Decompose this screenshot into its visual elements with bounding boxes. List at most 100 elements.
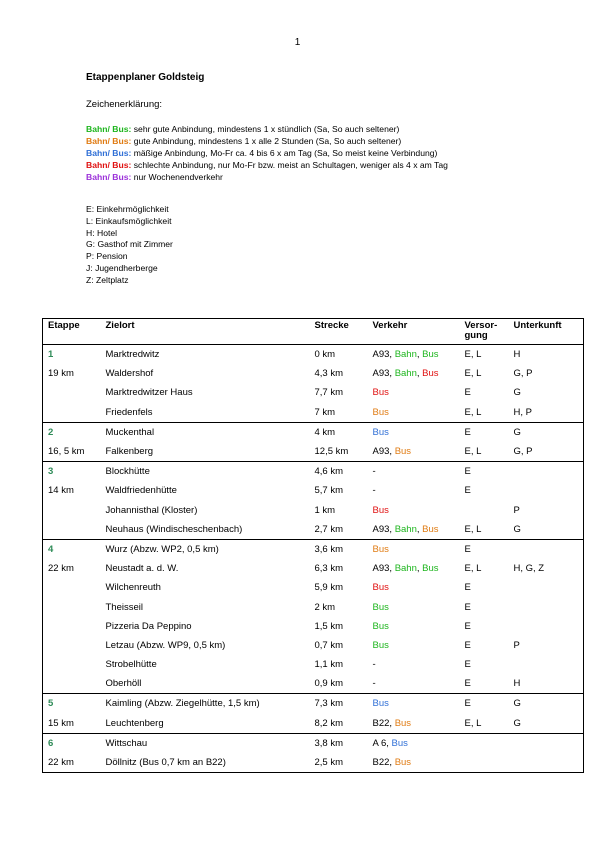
table-row: Johannisthal (Kloster) 1 km Bus P [43,501,584,520]
cell-verkehr: B22, Bus [368,753,460,773]
verkehr-segment: Bus [422,368,439,380]
cell-unterkunft: G [508,421,584,442]
cell-zielort: Marktredwitz [105,349,160,361]
verkehr-segment: , [416,349,423,361]
cell-etappe: 15 km [48,717,74,729]
cell-unterkunft: G [513,387,521,399]
verkehr-segment: - [372,485,376,497]
cell-etappe [43,501,101,520]
cell-strecke: 1,1 km [314,659,344,671]
cell-versorgung: E [459,693,509,714]
cell-zielort: Friedenfels [105,406,153,418]
cell-strecke: 7,7 km [314,387,344,399]
legend-text: sehr gute Anbindung, mindestens 1 x stün… [131,124,400,134]
legend-label: Bahn/ Bus: [86,124,132,134]
cell-zielort: Wittschau [100,732,310,753]
cell-etappe: 22 km [48,563,74,575]
cell-verkehr: A93, Bahn, Bus [368,364,460,383]
abbreviation-item: G: Gasthof mit Zimmer [86,239,173,250]
verkehr-segment: Bus [422,349,439,361]
abbreviation-item: P: Pension [86,251,128,262]
cell-strecke: 5,9 km [314,582,344,594]
verkehr-segment: Bus [372,504,389,516]
cell-zielort: Johannisthal (Kloster) [105,504,198,516]
cell-strecke: 0,9 km [314,678,344,690]
cell-versorgung: E, L [464,368,482,380]
cell-etappe [43,674,101,694]
cell-verkehr: - [368,481,460,500]
abbreviation-item: H: Hotel [86,227,118,238]
cell-etappe [43,655,101,674]
verkehr-segment: Bus [372,620,389,632]
cell-unterkunft: G, P [513,368,533,380]
legend-heading: Zeichenerklärung: [86,99,163,110]
document-title: Etappenplaner Goldsteig [86,72,205,83]
page-number: 1 [294,37,301,48]
legend-label: Bahn/ Bus: [86,160,132,170]
cell-strecke: 0 km [314,349,336,361]
cell-unterkunft: G [513,523,521,535]
cell-strecke: 8,2 km [314,717,344,729]
legend-label: Bahn/ Bus: [86,148,132,158]
verkehr-segment: A93, [372,523,395,535]
legend-item: Bahn/ Bus: gute Anbindung, mindestens 1 … [86,135,448,147]
cell-etappe: 5 [42,693,101,714]
cell-etappe: 19 km [48,368,74,380]
verkehr-segment: A93, [372,349,395,361]
cell-zielort: Muckenthal [100,421,310,442]
cell-zielort: Neuhaus (Windischeschenbach) [105,523,243,535]
verkehr-segment: , [416,368,423,380]
cell-strecke: 2,5 km [314,757,344,769]
table-row: Neuhaus (Windischeschenbach) 2,7 km A93, B… [43,520,584,540]
verkehr-segment: B22, [372,757,395,769]
cell-etappe [43,403,101,423]
cell-versorgung: E [459,421,509,442]
cell-zielort: Pizzeria Da Peppino [105,620,192,632]
cell-unterkunft: H [513,678,521,690]
verkehr-segment: , [416,563,423,575]
cell-strecke: 0,7 km [314,639,344,651]
verkehr-segment: Bus [372,406,389,418]
cell-etappe: 3 [42,461,101,482]
cell-etappe: 22 km [48,757,74,769]
verkehr-segment: Bahn [394,349,417,361]
verkehr-segment: Bus [372,426,389,438]
cell-verkehr: A93, Bus [368,442,460,462]
header-versorgung: Versor- gung [459,318,509,345]
cell-strecke: 4 km [309,421,368,442]
cell-verkehr: A 6, Bus [367,732,460,753]
cell-versorgung: E, L [464,406,482,418]
cell-unterkunft [509,655,584,674]
cell-unterkunft: G [513,717,521,729]
transport-legend: Bahn/ Bus: sehr gute Anbindung, mindeste… [86,123,448,183]
cell-unterkunft: P [513,504,520,516]
verkehr-segment: Bus [422,523,439,535]
cell-verkehr: Bus [368,597,460,616]
abbreviation-item: E: Einkehrmöglichkeit [86,204,169,214]
cell-unterkunft [508,461,584,482]
cell-zielort: Wurz (Abzw. WP2, 0,5 km) [100,538,310,560]
cell-verkehr: Bus [368,403,460,423]
cell-versorgung: E [464,387,471,399]
verkehr-segment: Bus [394,757,412,769]
cell-unterkunft [509,753,584,773]
verkehr-segment: Bahn [394,563,417,575]
cell-zielort: Waldfriedenhütte [105,485,177,497]
cell-etappe [43,578,101,597]
cell-versorgung: E, L [464,349,482,361]
cell-etappe: 16, 5 km [48,446,85,458]
cell-zielort: Leuchtenberg [105,717,164,729]
cell-verkehr: - [368,674,460,694]
verkehr-segment: A93, [372,446,395,458]
cell-strecke: 3,8 km [309,732,368,753]
cell-unterkunft: H [513,349,521,361]
legend-item: Bahn/ Bus: sehr gute Anbindung, mindeste… [86,123,448,135]
cell-versorgung: E [464,659,471,671]
verkehr-segment: Bus [394,717,412,729]
verkehr-segment: A93, [372,563,395,575]
abbreviation-list: E: Einkehrmöglichkeit L: Einkaufsmöglichk… [86,204,173,287]
table-row: Oberhöll 0,9 km - E H [43,674,584,694]
table-row: 3 Blockhütte 4,6 km - E [42,461,584,482]
cell-zielort: Döllnitz (Bus 0,7 km an B22) [105,757,226,769]
cell-verkehr: Bus [368,383,460,402]
